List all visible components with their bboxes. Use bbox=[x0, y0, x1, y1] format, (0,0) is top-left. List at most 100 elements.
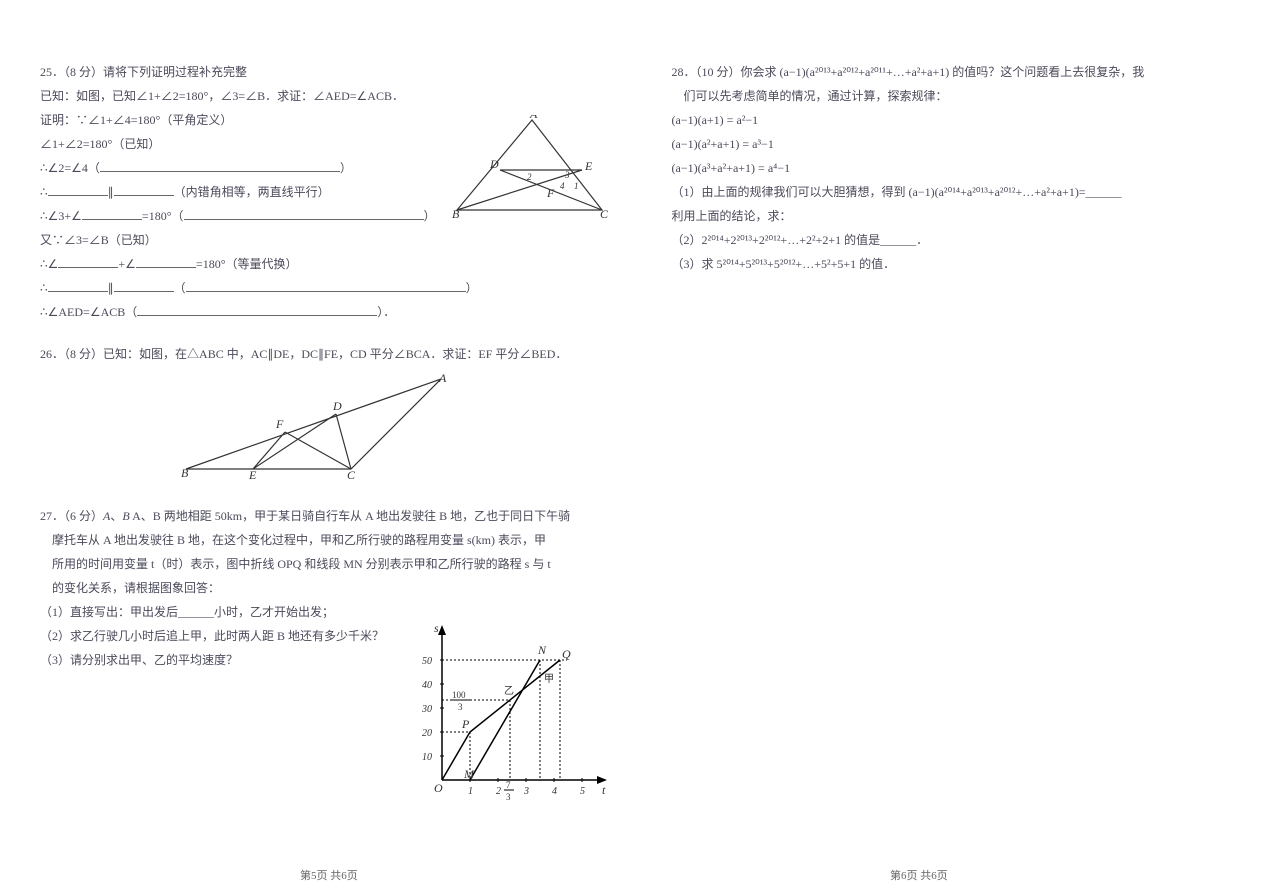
svg-text:20: 20 bbox=[422, 728, 432, 739]
proof-line: ∴ bbox=[40, 281, 48, 295]
proof-line: ） bbox=[340, 161, 352, 175]
svg-text:2: 2 bbox=[496, 786, 501, 797]
problem-number: 27． bbox=[40, 509, 64, 523]
problem-28: 28．（10 分）你会求 (a−1)(a²⁰¹³+a²⁰¹²+a²⁰¹¹+…+a… bbox=[672, 60, 1224, 276]
proof-line: 证明：∵∠1+∠4=180°（平角定义） bbox=[40, 113, 232, 127]
svg-text:40: 40 bbox=[422, 680, 432, 691]
proof-line: ） bbox=[466, 281, 478, 295]
svg-text:E: E bbox=[248, 468, 257, 479]
column-left: 25．（8 分）请将下列证明过程补充完整 已知：如图，已知∠1+∠2=180°，… bbox=[40, 60, 592, 690]
p27-para3: 的变化关系，请根据图象回答： bbox=[40, 576, 592, 600]
page-container: 25．（8 分）请将下列证明过程补充完整 已知：如图，已知∠1+∠2=180°，… bbox=[0, 0, 1263, 710]
proof-line: ∴∠ bbox=[40, 257, 58, 271]
svg-text:10: 10 bbox=[422, 752, 432, 763]
svg-text:B: B bbox=[181, 466, 189, 479]
proof-line: ∠1+∠2=180°（已知） bbox=[40, 137, 160, 151]
proof-line: 又∵∠3=∠B（已知） bbox=[40, 233, 157, 247]
footer-right: 第6页 共6页 bbox=[890, 867, 948, 883]
svg-text:O: O bbox=[434, 781, 443, 795]
p28-q2: （2）2²⁰¹⁴+2²⁰¹³+2²⁰¹²+…+2²+2+1 的值是______． bbox=[672, 228, 1224, 252]
blank[interactable] bbox=[58, 256, 118, 268]
proof-line: （ bbox=[174, 281, 186, 295]
svg-text:s: s bbox=[434, 621, 439, 635]
p27-para2: 所用的时间用变量 t（时）表示，图中折线 OPQ 和线段 MN 分别表示甲和乙所… bbox=[40, 552, 592, 576]
problem-points: （10 分） bbox=[696, 65, 741, 79]
problem-number: 28． bbox=[672, 65, 696, 79]
svg-text:D: D bbox=[489, 157, 499, 171]
proof-line: =180°（等量代换） bbox=[196, 257, 298, 271]
proof-line: ）． bbox=[377, 305, 395, 319]
svg-text:C: C bbox=[347, 468, 356, 479]
blank[interactable] bbox=[186, 280, 466, 292]
svg-text:甲: 甲 bbox=[544, 674, 554, 685]
svg-text:3: 3 bbox=[458, 702, 463, 712]
blank[interactable] bbox=[114, 184, 174, 196]
svg-text:E: E bbox=[584, 159, 593, 173]
p28-q1b: 利用上面的结论，求： bbox=[672, 204, 1224, 228]
blank[interactable] bbox=[100, 160, 340, 172]
proof-line: ） bbox=[424, 209, 436, 223]
problem-number: 25． bbox=[40, 65, 64, 79]
blank[interactable] bbox=[48, 184, 108, 196]
svg-text:4: 4 bbox=[552, 786, 557, 797]
p28-intro2: 们可以先考虑简单的情况，通过计算，探索规律： bbox=[672, 84, 1224, 108]
problem-text: 已知：如图，在△ABC 中，AC∥DE，DC∥FE，CD 平分∠BCA．求证：E… bbox=[103, 347, 567, 361]
proof-line: ∴ bbox=[40, 185, 48, 199]
blank[interactable] bbox=[136, 256, 196, 268]
blank[interactable] bbox=[184, 208, 424, 220]
svg-text:M: M bbox=[463, 767, 475, 781]
svg-text:3: 3 bbox=[564, 170, 570, 180]
svg-text:A: A bbox=[438, 374, 447, 385]
problem-title: 请将下列证明过程补充完整 bbox=[103, 65, 247, 79]
svg-text:Q: Q bbox=[562, 647, 571, 661]
p28-q3: （3）求 5²⁰¹⁴+5²⁰¹³+5²⁰¹²+…+5²+5+1 的值． bbox=[672, 252, 1224, 276]
svg-text:7: 7 bbox=[506, 780, 511, 790]
problem-27: 27．（6 分）A、B A、B 两地相距 50km，甲于某日骑自行车从 A 地出… bbox=[40, 504, 592, 672]
proof-line: ∴∠AED=∠ACB（ bbox=[40, 305, 137, 319]
blank[interactable] bbox=[48, 280, 108, 292]
blank[interactable] bbox=[114, 280, 174, 292]
svg-text:C: C bbox=[600, 207, 609, 221]
proof-line: =180°（ bbox=[142, 209, 184, 223]
svg-text:P: P bbox=[461, 717, 470, 731]
svg-text:F: F bbox=[275, 417, 284, 431]
p27-para0: A、B 两地相距 50km，甲于某日骑自行车从 A 地出发驶往 B 地，乙也于同… bbox=[132, 509, 570, 523]
svg-text:30: 30 bbox=[421, 704, 432, 715]
svg-text:50: 50 bbox=[422, 656, 432, 667]
svg-text:3: 3 bbox=[506, 792, 511, 800]
svg-text:t: t bbox=[602, 783, 606, 797]
proof-line: ∴∠2=∠4（ bbox=[40, 161, 100, 175]
svg-text:2: 2 bbox=[527, 172, 532, 182]
svg-text:乙: 乙 bbox=[504, 685, 514, 697]
problem-given: 已知：如图，已知∠1+∠2=180°，∠3=∠B．求证：∠AED=∠ACB． bbox=[40, 84, 592, 108]
problem-26: 26．（8 分）已知：如图，在△ABC 中，AC∥DE，DC∥FE，CD 平分∠… bbox=[40, 342, 592, 484]
svg-text:5: 5 bbox=[580, 786, 585, 797]
svg-text:3: 3 bbox=[523, 786, 529, 797]
problem-25: 25．（8 分）请将下列证明过程补充完整 已知：如图，已知∠1+∠2=180°，… bbox=[40, 60, 592, 324]
chart-27: s t O 10 20 30 40 50 1 bbox=[412, 620, 612, 800]
svg-text:1: 1 bbox=[468, 786, 473, 797]
p28-id2: (a−1)(a³+a²+a+1) = a⁴−1 bbox=[672, 156, 1224, 180]
svg-text:B: B bbox=[452, 207, 460, 221]
p28-id1: (a−1)(a²+a+1) = a³−1 bbox=[672, 132, 1224, 156]
blank[interactable] bbox=[137, 304, 377, 316]
p27-para1: 摩托车从 A 地出发驶往 B 地，在这个变化过程中，甲和乙所行驶的路程用变量 s… bbox=[40, 528, 592, 552]
svg-text:A: A bbox=[529, 115, 538, 121]
diagram-26: A B C D E F bbox=[181, 374, 451, 479]
problem-points: （6 分） bbox=[64, 509, 103, 523]
svg-text:F: F bbox=[546, 186, 555, 200]
proof-line: （内错角相等，两直线平行） bbox=[174, 185, 330, 199]
svg-text:D: D bbox=[332, 399, 342, 413]
column-right: 28．（10 分）你会求 (a−1)(a²⁰¹³+a²⁰¹²+a²⁰¹¹+…+a… bbox=[672, 60, 1224, 690]
problem-points: （8 分） bbox=[64, 347, 103, 361]
diagram-25: A B C D E F 2 3 4 1 bbox=[452, 115, 612, 225]
svg-text:4: 4 bbox=[560, 181, 565, 191]
footer-left: 第5页 共6页 bbox=[300, 867, 358, 883]
svg-text:100: 100 bbox=[452, 690, 466, 700]
p28-id0: (a−1)(a+1) = a²−1 bbox=[672, 108, 1224, 132]
p28-intro: 你会求 (a−1)(a²⁰¹³+a²⁰¹²+a²⁰¹¹+…+a²+a+1) 的值… bbox=[741, 65, 1145, 79]
problem-points: （8 分） bbox=[64, 65, 103, 79]
blank[interactable] bbox=[82, 208, 142, 220]
proof-line: ∴∠3+∠ bbox=[40, 209, 82, 223]
svg-text:N: N bbox=[537, 643, 547, 657]
